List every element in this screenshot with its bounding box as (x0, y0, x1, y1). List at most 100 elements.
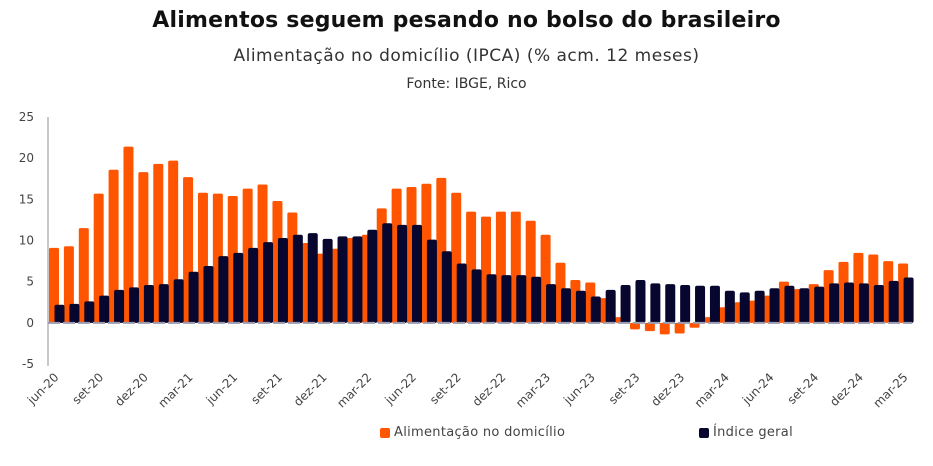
bar-food (153, 163, 164, 323)
bar-general (873, 284, 884, 323)
bar-general (99, 295, 110, 323)
bar-general (84, 301, 95, 323)
x-tick-label: set-22 (427, 370, 464, 407)
y-tick-label: 5 (26, 275, 34, 289)
bar-general (412, 224, 423, 323)
bar-general (546, 284, 557, 323)
series-general-bars (54, 223, 914, 323)
bar-food (689, 322, 700, 328)
x-tick-label: jun-20 (24, 370, 62, 408)
legend-label-general: Índice geral (713, 425, 793, 440)
bar-food (659, 322, 670, 335)
bar-general (188, 271, 199, 323)
bar-general (382, 223, 393, 323)
chart-subtitle: Alimentação no domicílio (IPCA) (% acm. … (233, 46, 700, 66)
bar-general (471, 269, 482, 323)
bar-general (441, 251, 452, 323)
x-tick-label: dez-24 (827, 370, 866, 409)
y-axis: 25 20 15 10 5 0 -5 (19, 110, 49, 371)
legend-swatch-food (380, 427, 390, 438)
bar-general (218, 256, 229, 323)
bar-general (799, 288, 810, 323)
x-axis: jun-20 set-20 dez-20 mar-21 jun-21 set-21 dez-… (24, 321, 912, 410)
y-tick-label: 20 (19, 151, 34, 165)
bar-general (590, 296, 601, 323)
bar-general (754, 290, 765, 323)
bar-general (128, 287, 139, 323)
bar-general (709, 285, 720, 323)
bar-general (337, 236, 348, 323)
bar-general (367, 229, 378, 323)
x-tick-label: dez-23 (648, 370, 687, 409)
x-tick-label: jun-22 (381, 370, 419, 408)
bar-general (486, 274, 497, 323)
bar-general (248, 247, 259, 323)
x-tick-label: mar-21 (155, 370, 195, 410)
bar-food (629, 322, 640, 330)
bar-general (158, 284, 169, 323)
bar-general (292, 234, 303, 323)
legend-swatch-general (699, 427, 709, 438)
bar-general (531, 276, 542, 323)
bar-general (635, 280, 646, 323)
x-tick-label: set-24 (785, 370, 822, 407)
x-tick-label: jun-21 (203, 370, 241, 408)
bar-general (307, 233, 318, 323)
bar-general (844, 282, 855, 323)
x-tick-label: dez-20 (112, 370, 151, 409)
bar-general (352, 236, 363, 323)
x-tick-label: dez-22 (470, 370, 509, 409)
y-tick-label: -5 (22, 357, 34, 371)
bar-general (575, 290, 586, 323)
chart-title: Alimentos seguem pesando no bolso do bra… (152, 8, 781, 33)
bar-general (769, 288, 780, 323)
bar-general (739, 292, 750, 323)
chart-source: Fonte: IBGE, Rico (406, 76, 527, 92)
bar-general (277, 238, 288, 323)
bar-general (456, 263, 467, 323)
bar-general (69, 303, 80, 323)
y-tick-label: 25 (19, 110, 34, 124)
bar-general (263, 242, 274, 323)
bar-general (888, 280, 899, 323)
y-tick-label: 10 (19, 234, 34, 248)
bar-general (397, 224, 408, 323)
bar-general (650, 283, 661, 323)
bar-food (63, 246, 74, 323)
bar-general (784, 285, 795, 323)
bar-general (173, 279, 184, 323)
bar-food (108, 169, 119, 323)
bar-general (858, 283, 869, 323)
bar-general (665, 284, 676, 323)
x-tick-label: mar-24 (692, 370, 732, 410)
x-tick-label: mar-23 (513, 370, 553, 410)
bar-general (114, 289, 125, 323)
bar-food (644, 322, 655, 332)
x-tick-label: jun-24 (739, 370, 777, 408)
x-tick-label: dez-21 (291, 370, 330, 409)
bar-food (674, 322, 685, 334)
bar-general (501, 275, 512, 323)
bar-food (78, 228, 89, 323)
bar-food (123, 146, 134, 323)
bar-general (203, 266, 214, 323)
bar-general (143, 284, 154, 323)
bar-general (680, 284, 691, 323)
y-tick-label: 0 (26, 316, 34, 330)
bar-general (620, 284, 631, 323)
legend-item-general: Índice geral (699, 425, 793, 440)
y-tick-label: 15 (19, 192, 34, 206)
bar-general (724, 290, 735, 323)
bar-general (426, 239, 437, 323)
x-tick-label: jun-23 (560, 370, 598, 408)
bar-general (605, 289, 616, 323)
bar-general (903, 277, 914, 323)
legend-item-food: Alimentação no domicílio (380, 425, 565, 440)
x-tick-label: set-21 (248, 370, 285, 407)
bar-general (829, 283, 840, 323)
bar-general (54, 304, 65, 323)
bar-food (93, 193, 104, 323)
bar-general (814, 286, 825, 323)
x-tick-label: mar-25 (871, 370, 911, 410)
